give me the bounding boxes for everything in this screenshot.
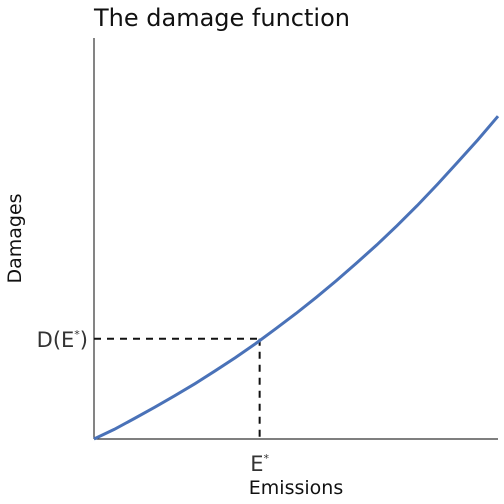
- y-tick-superscript: *: [74, 328, 80, 341]
- y-tick-label-d-e-star: D(E*): [37, 328, 88, 352]
- x-tick-label-e-star: E*: [250, 452, 269, 476]
- chart-title: The damage function: [93, 4, 350, 32]
- x-axis-label: Emissions: [249, 477, 343, 499]
- y-tick-suffix: ): [80, 328, 88, 352]
- y-tick-prefix: D(E: [37, 328, 75, 352]
- x-tick-base: E: [250, 452, 263, 476]
- damage-curve: [93, 115, 500, 441]
- y-axis-label: Damages: [4, 193, 26, 283]
- x-tick-superscript: *: [264, 452, 270, 465]
